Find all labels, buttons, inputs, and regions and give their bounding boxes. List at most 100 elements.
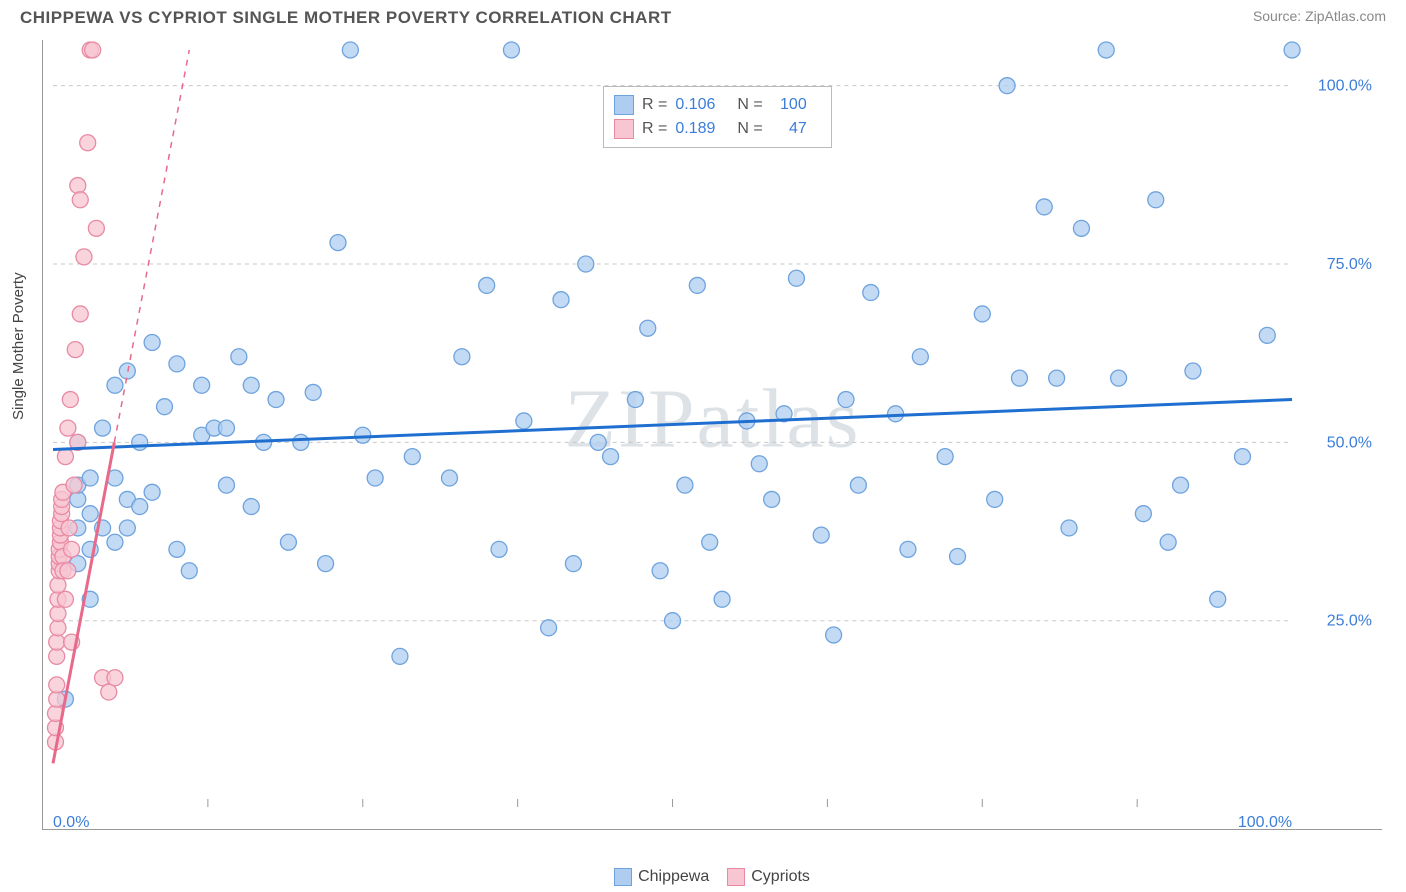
data-point (603, 449, 619, 465)
data-point (107, 670, 123, 686)
data-point (49, 648, 65, 664)
y-tick-label: 75.0% (1327, 256, 1372, 273)
data-point (119, 520, 135, 536)
y-tick-label: 25.0% (1327, 613, 1372, 630)
n-value: 47 (771, 117, 807, 141)
data-point (565, 556, 581, 572)
data-point (169, 541, 185, 557)
data-point (169, 356, 185, 372)
data-point (937, 449, 953, 465)
data-point (404, 449, 420, 465)
data-point (268, 392, 284, 408)
data-point (132, 434, 148, 450)
data-point (76, 249, 92, 265)
scatter-chart-svg: 25.0%50.0%75.0%100.0%0.0%100.0% (43, 40, 1382, 829)
data-point (61, 520, 77, 536)
data-point (330, 235, 346, 251)
data-point (1135, 506, 1151, 522)
data-point (1235, 449, 1251, 465)
data-point (49, 634, 65, 650)
n-value: 100 (771, 93, 807, 117)
series-legend: Chippewa Cypriots (0, 868, 1406, 886)
data-point (454, 349, 470, 365)
data-point (1148, 192, 1164, 208)
stats-legend-row: R = 0.189 N = 47 (614, 117, 821, 141)
data-point (57, 591, 73, 607)
data-point (999, 78, 1015, 94)
data-point (305, 384, 321, 400)
data-point (850, 477, 866, 493)
data-point (1073, 220, 1089, 236)
chart-plot-area: ZIPatlas 25.0%50.0%75.0%100.0%0.0%100.0%… (42, 40, 1382, 830)
legend-swatch (614, 868, 632, 886)
legend-swatch (614, 119, 634, 139)
data-point (751, 456, 767, 472)
data-point (355, 427, 371, 443)
n-label: N = (737, 93, 762, 117)
data-point (677, 477, 693, 493)
data-point (714, 591, 730, 607)
legend-series-label: Cypriots (751, 868, 810, 885)
data-point (1111, 370, 1127, 386)
r-label: R = (642, 117, 667, 141)
data-point (1061, 520, 1077, 536)
data-point (85, 42, 101, 58)
data-point (590, 434, 606, 450)
chart-title: CHIPPEWA VS CYPRIOT SINGLE MOTHER POVERT… (20, 8, 672, 28)
data-point (342, 42, 358, 58)
legend-swatch (614, 95, 634, 115)
data-point (82, 506, 98, 522)
data-point (665, 613, 681, 629)
legend-series-label: Chippewa (638, 868, 709, 885)
n-label: N = (737, 117, 762, 141)
data-point (49, 691, 65, 707)
data-point (144, 334, 160, 350)
data-point (541, 620, 557, 636)
data-point (553, 292, 569, 308)
data-point (50, 577, 66, 593)
data-point (157, 399, 173, 415)
y-tick-label: 100.0% (1318, 78, 1372, 95)
stats-legend: R =0.106N =100R =0.189N =47 (603, 86, 832, 148)
data-point (491, 541, 507, 557)
r-value: 0.189 (675, 117, 715, 141)
data-point (72, 192, 88, 208)
data-point (107, 377, 123, 393)
data-point (1173, 477, 1189, 493)
data-point (70, 178, 86, 194)
data-point (1259, 327, 1275, 343)
data-point (1011, 370, 1027, 386)
data-point (80, 135, 96, 151)
data-point (101, 684, 117, 700)
data-point (293, 434, 309, 450)
data-point (1284, 42, 1300, 58)
data-point (652, 563, 668, 579)
data-point (442, 470, 458, 486)
data-point (243, 499, 259, 515)
data-point (516, 413, 532, 429)
r-label: R = (642, 93, 667, 117)
x-tick-label: 0.0% (53, 814, 89, 829)
data-point (132, 499, 148, 515)
legend-swatch (727, 868, 745, 886)
data-point (218, 477, 234, 493)
data-point (950, 548, 966, 564)
data-point (107, 534, 123, 550)
data-point (764, 491, 780, 507)
data-point (1036, 199, 1052, 215)
data-point (60, 563, 76, 579)
data-point (367, 470, 383, 486)
data-point (578, 256, 594, 272)
data-point (72, 306, 88, 322)
data-point (900, 541, 916, 557)
data-point (64, 541, 80, 557)
data-point (243, 377, 259, 393)
data-point (788, 270, 804, 286)
data-point (702, 534, 718, 550)
data-point (181, 563, 197, 579)
data-point (66, 477, 82, 493)
data-point (826, 627, 842, 643)
data-point (318, 556, 334, 572)
data-point (144, 484, 160, 500)
data-point (88, 220, 104, 236)
